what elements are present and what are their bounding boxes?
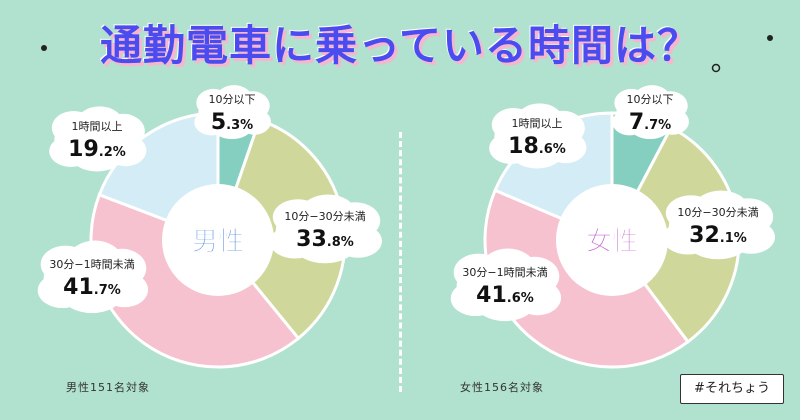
slice-value: 32.1% [689, 223, 747, 248]
slice-label: 30分−1時間未満 [462, 266, 547, 279]
center-label: 男性 [192, 227, 244, 257]
sparkle-icon [41, 35, 773, 73]
data-label-bubble: 1時間以上 19.2% [49, 106, 147, 172]
slice-label: 10分以下 [209, 93, 256, 106]
center-label: 女性 [586, 226, 638, 257]
slice-label: 1時間以上 [72, 120, 123, 133]
donut-center [162, 184, 274, 296]
divider [399, 132, 402, 392]
data-label-bubble: 30分−1時間未満 41.7% [37, 240, 149, 314]
data-label-bubble: 10分−30分未満 32.1% [662, 190, 775, 260]
dot-icon [41, 45, 47, 51]
male-footnote: 男性151名対象 [66, 381, 150, 394]
page-title: 通勤電車に乗っている時間は？ [100, 21, 700, 70]
slice-value: 18.6% [508, 134, 566, 159]
slice-label: 10分−30分未満 [284, 210, 365, 223]
slice-label: 10分以下 [627, 93, 674, 106]
slice-value: 41.6% [476, 283, 534, 308]
data-label-bubble: 10分−30分未満 33.8% [269, 194, 382, 264]
ring-icon [711, 63, 721, 73]
female-footnote: 女性156名対象 [460, 381, 544, 394]
data-label-bubble: 30分−1時間未満 41.6% [450, 248, 562, 322]
slice-value: 5.3% [211, 110, 253, 135]
slice-value: 41.7% [63, 275, 121, 300]
data-label-bubble: 10分以下 7.7% [612, 85, 689, 140]
data-label-bubble: 1時間以上 18.6% [489, 103, 587, 169]
slice-label: 1時間以上 [512, 117, 563, 130]
data-label-bubble: 10分以下 5.3% [194, 85, 271, 140]
slice-label: 30分−1時間未満 [49, 258, 134, 271]
donut-center [556, 184, 668, 296]
slice-value: 19.2% [68, 137, 126, 162]
slice-value: 7.7% [629, 110, 671, 135]
dot-icon [767, 35, 773, 41]
hashtag-label: #それちょう [680, 374, 784, 404]
slice-label: 10分−30分未満 [677, 206, 758, 219]
slice-value: 33.8% [296, 227, 354, 252]
